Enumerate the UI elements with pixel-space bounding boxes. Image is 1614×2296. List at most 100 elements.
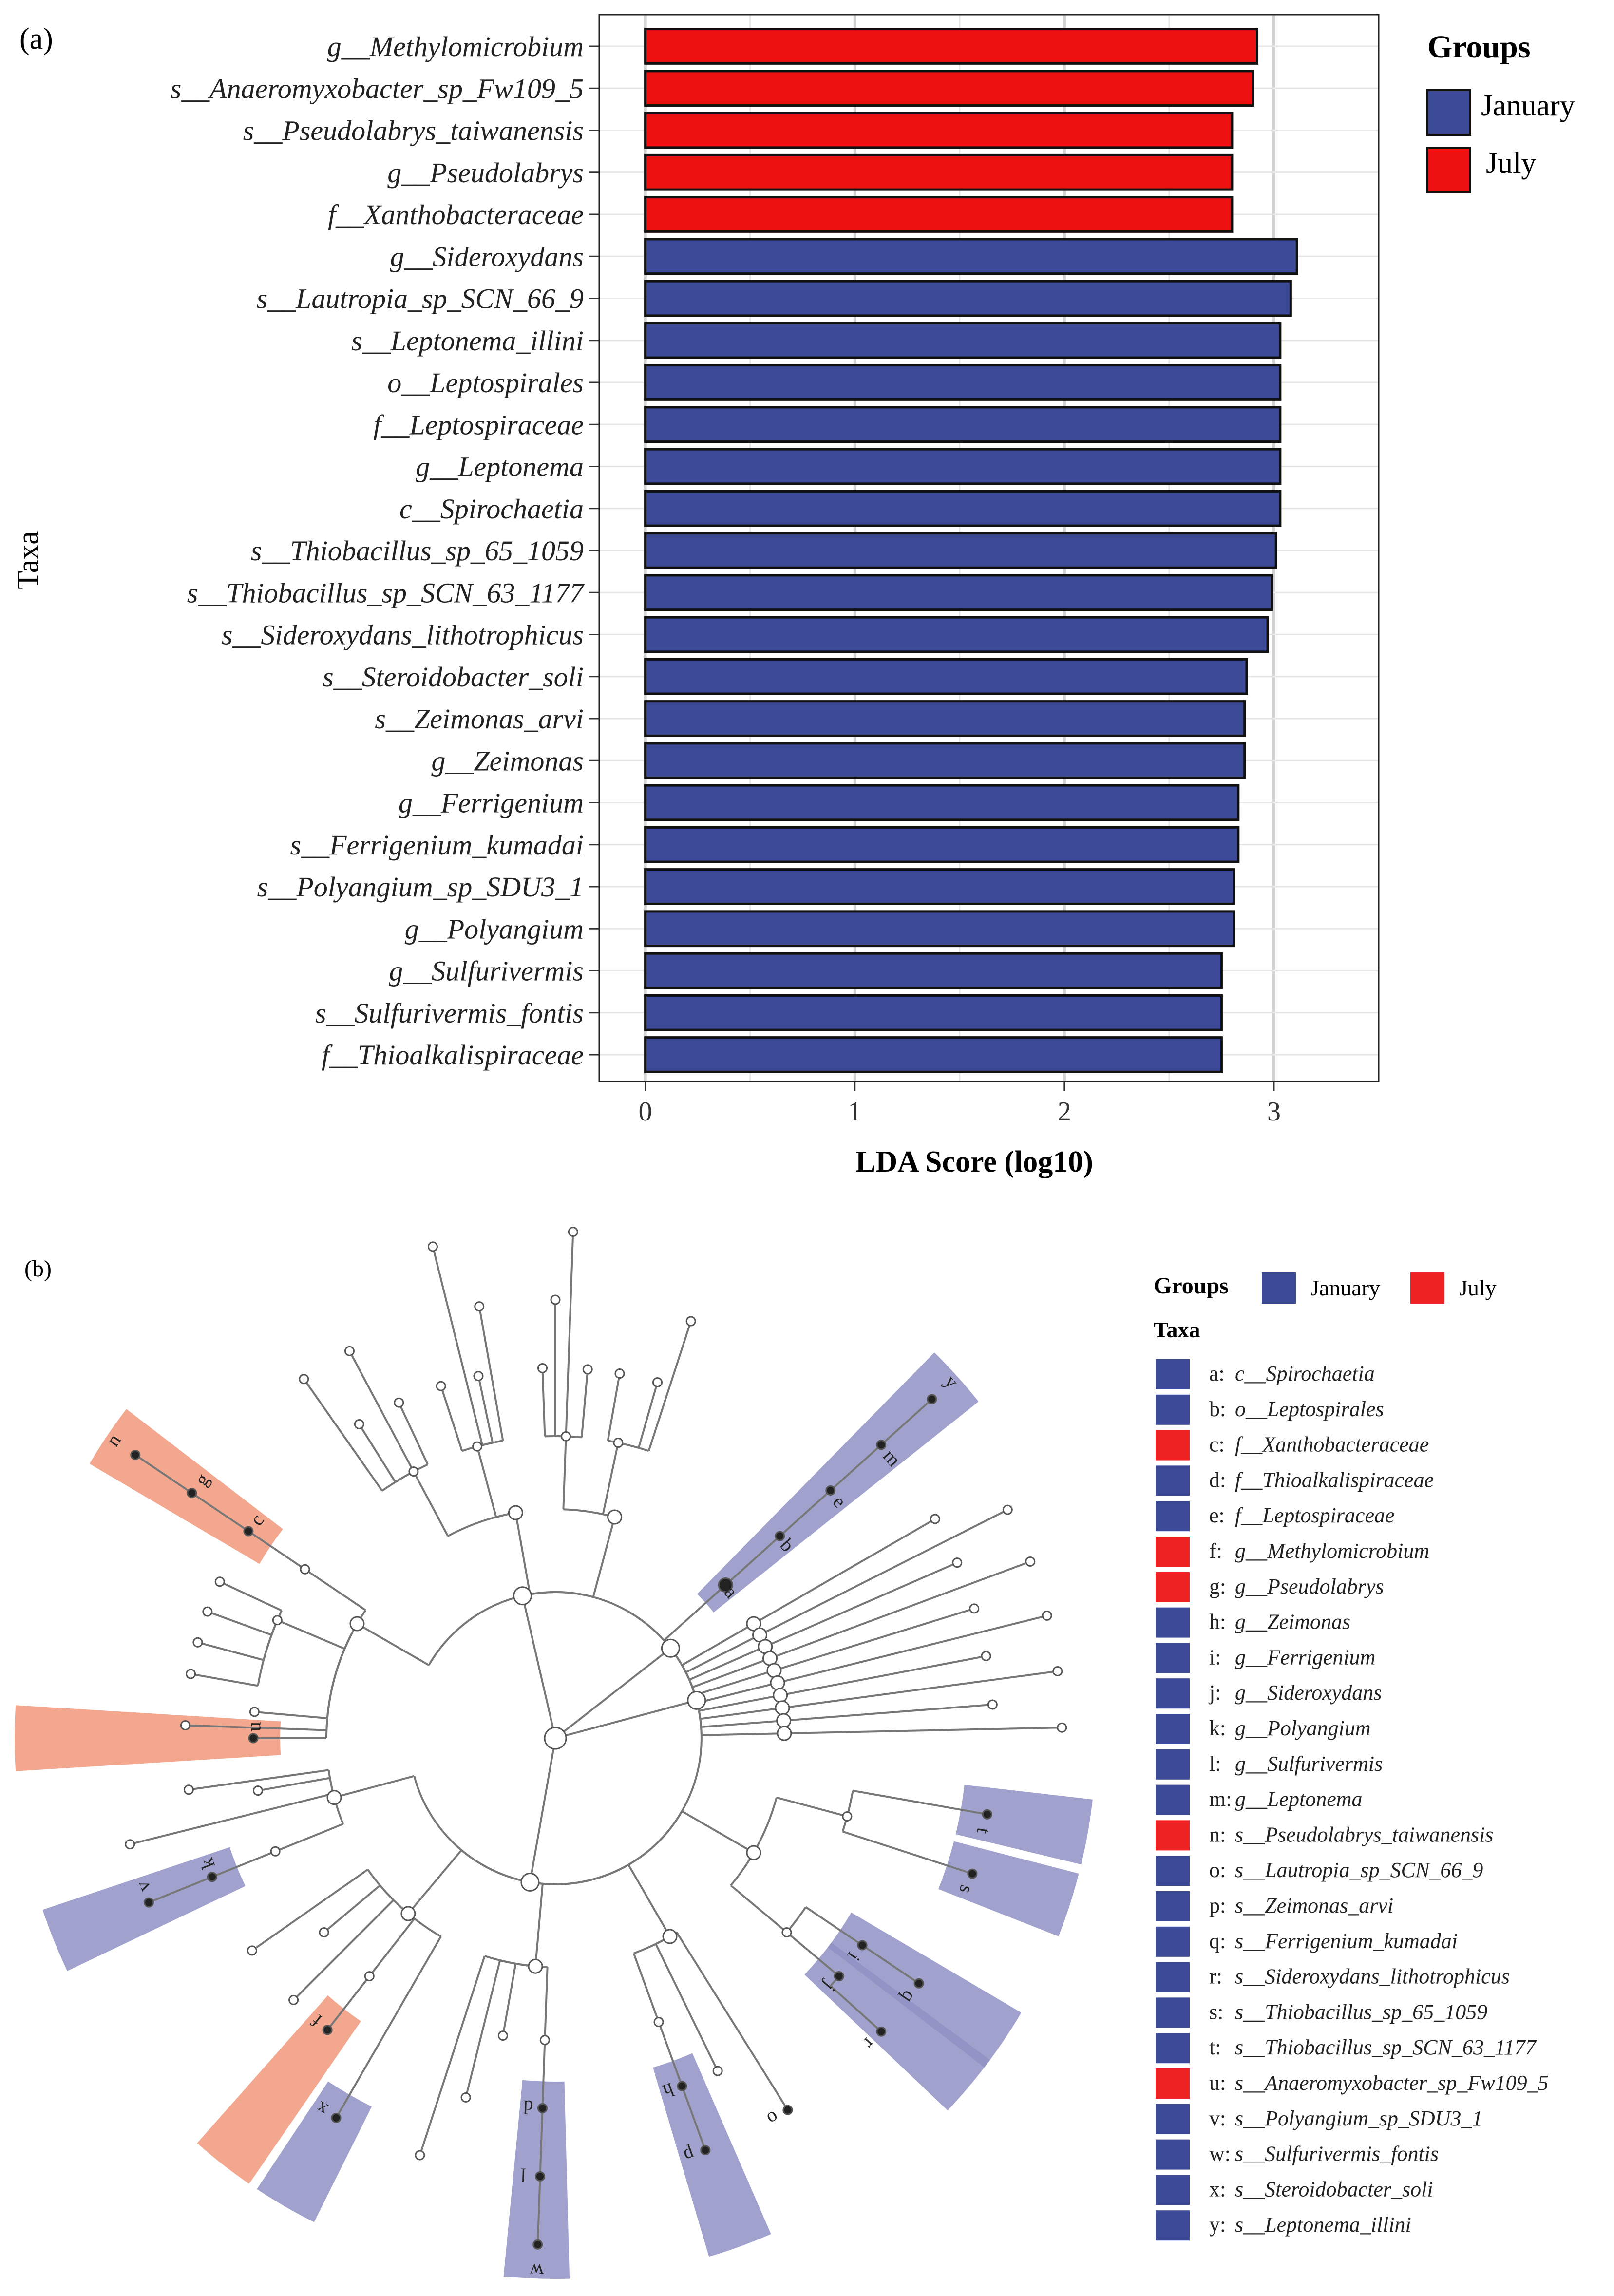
bar-s__Thiobacillus_sp_65_1059 — [644, 532, 1277, 569]
cladogram-node-3 — [661, 1638, 680, 1658]
taxa-swatch-q — [1156, 1926, 1190, 1957]
x-tick-label-0: 0 — [639, 1097, 652, 1127]
taxa-prefix-n: n: — [1209, 1822, 1226, 1846]
cladogram-branch-5 — [514, 1512, 531, 1594]
cladogram-branch-84 — [536, 2176, 541, 2245]
bar-s__Zeimonas_arvi — [644, 700, 1246, 737]
cladogram-branch-37 — [647, 1321, 692, 1451]
cladogram-branch-62 — [701, 1732, 784, 1736]
y-axis-title: Taxa — [12, 531, 45, 589]
taxa-prefix-a: a: — [1209, 1362, 1225, 1385]
taxa-swatch-j — [1156, 1678, 1190, 1709]
cladogram-branch-68 — [681, 1810, 755, 1854]
cladogram-branch-4 — [356, 1623, 430, 1666]
legend-label-july: July — [1486, 147, 1536, 180]
cladogram-node-82 — [537, 2103, 548, 2114]
cladogram-branch-91 — [655, 1943, 719, 2071]
cladogram-letter-w: w — [529, 2260, 544, 2282]
taxa-prefix-o: o: — [1209, 1858, 1226, 1882]
panel-a-x-ticks: 0 1 2 3 — [639, 1082, 1281, 1127]
cladogram-node-61 — [987, 1699, 998, 1710]
cladogram-branch-56 — [699, 1694, 781, 1712]
cladogram-node-2 — [520, 1872, 540, 1892]
cladogram-node-36 — [652, 1377, 663, 1387]
cladogram-branch-65 — [407, 1849, 462, 1915]
category-label-8: o__Leptospirales — [387, 367, 584, 398]
cladogram-branch-47 — [759, 1509, 1008, 1636]
cladogram-node-91 — [712, 2066, 723, 2076]
taxa-swatch-m — [1156, 1784, 1190, 1815]
taxa-name-x: s__Steroidobacter_soli — [1235, 2177, 1433, 2201]
cladogram-node-31 — [582, 1364, 593, 1375]
cladogram-branch-9 — [191, 1492, 249, 1532]
cladogram-arc-18 — [325, 1623, 358, 1730]
cladogram-branch-45 — [753, 1518, 936, 1625]
cladogram-branch-63 — [784, 1727, 1062, 1735]
cladogram-node-8 — [243, 1526, 254, 1537]
cladogram-branch-80 — [293, 1899, 395, 2001]
cladogram-branch-24 — [476, 1446, 497, 1518]
cladogram-node-6 — [607, 1509, 623, 1525]
taxa-name-b: o__Leptospirales — [1235, 1397, 1384, 1421]
bar-s__Pseudolabrys_taiwanensis — [644, 112, 1234, 149]
cladogram-node-89 — [677, 2081, 687, 2091]
cladogram-node-54 — [770, 1675, 785, 1690]
cladogram-node-70 — [207, 1872, 217, 1882]
cladogram-branch-26 — [477, 1376, 494, 1443]
bar-s__Sideroxydans_lithotrophicus — [644, 616, 1269, 653]
cladogram-groups-title: Groups — [1154, 1273, 1229, 1299]
cladogram-node-30 — [537, 1363, 548, 1373]
panel-a-category-labels: g__Methylomicrobium s__Anaeromyxobacter_s… — [171, 31, 599, 1071]
cladogram-node-84 — [532, 2239, 543, 2250]
cladogram-branch-44 — [681, 1623, 755, 1666]
bar-g__Methylomicrobium — [644, 28, 1259, 65]
category-label-16: s__Zeimonas_arvi — [375, 703, 584, 735]
cladogram-node-75 — [364, 1971, 375, 1982]
cladogram-node-52 — [766, 1663, 782, 1678]
cladogram-branch-11 — [277, 1619, 345, 1650]
bar-g__Sulfurivermis — [644, 952, 1223, 989]
taxa-name-k: g__Polyangium — [1235, 1716, 1371, 1740]
category-label-2: s__Pseudolabrys_taiwanensis — [243, 115, 584, 147]
cladogram-branch-8 — [247, 1530, 306, 1570]
cladogram-branch-42 — [880, 1398, 933, 1446]
cladogram-node-42 — [927, 1394, 937, 1404]
bar-s__Lautropia_sp_SCN_66_9 — [644, 280, 1292, 317]
category-label-10: g__Leptonema — [416, 451, 584, 483]
cladogram-node-43 — [687, 1690, 706, 1710]
cladogram-branch-59 — [782, 1670, 1058, 1709]
x-tick-label-3: 3 — [1267, 1097, 1281, 1127]
cladogram-node-100 — [967, 1868, 978, 1879]
cladogram-node-95 — [876, 2026, 887, 2037]
taxa-name-q: s__Ferrigenium_kumadai — [1235, 1929, 1458, 1953]
bar-s__Thiobacillus_sp_SCN_63_1177 — [644, 574, 1273, 611]
cladogram-node-15 — [186, 1669, 196, 1679]
cladogram-node-17 — [248, 1733, 259, 1744]
x-tick-label-2: 2 — [1058, 1097, 1071, 1127]
taxa-name-a: c__Spirochaetia — [1235, 1362, 1375, 1385]
taxa-swatch-y — [1156, 2210, 1190, 2241]
cladogram-node-26 — [473, 1371, 484, 1382]
clade-highlight-j — [804, 1942, 990, 2111]
cladogram-node-22 — [299, 1374, 309, 1385]
panel-b-label: (b) — [24, 1256, 52, 1282]
cladogram-node-27 — [474, 1301, 485, 1312]
cladogram-node-79 — [331, 2112, 342, 2123]
cladogram-branch-15 — [190, 1673, 258, 1687]
taxa-swatch-f — [1156, 1537, 1190, 1567]
category-label-7: s__Leptonema_illini — [351, 325, 584, 357]
cladogram-node-76 — [322, 2025, 333, 2035]
cladogram-node-4 — [349, 1616, 365, 1632]
cladogram-branch-38 — [663, 1584, 726, 1641]
cladogram-branch-46 — [685, 1634, 760, 1673]
cladogram-branch-16 — [254, 1710, 327, 1720]
cladogram-branch-72 — [258, 1777, 330, 1792]
cladogram-node-62 — [777, 1726, 792, 1741]
clade-highlight-f — [197, 1995, 361, 2184]
cladogram-arc-68 — [530, 1810, 683, 1885]
cladogram-node-81 — [539, 2035, 550, 2046]
taxa-swatch-e — [1156, 1501, 1190, 1532]
cladogram-branch-73 — [189, 1769, 329, 1791]
cladogram-branch-58 — [700, 1707, 783, 1720]
cladogram-node-66 — [528, 1958, 543, 1974]
